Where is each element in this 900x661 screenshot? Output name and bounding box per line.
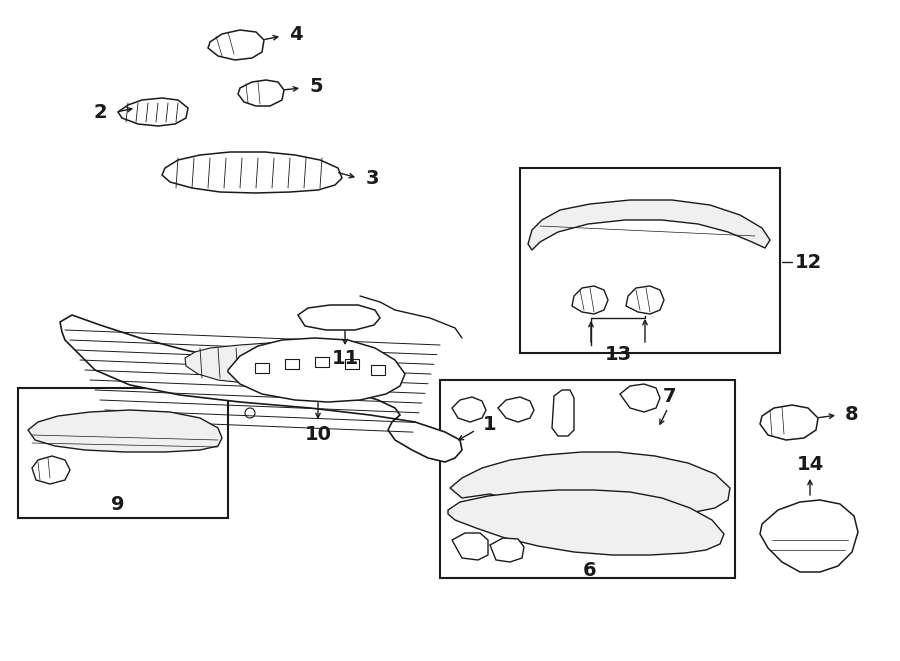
Text: 14: 14 [796, 455, 824, 473]
Text: 13: 13 [605, 346, 632, 364]
Polygon shape [552, 390, 574, 436]
Bar [255, 363, 269, 373]
Polygon shape [452, 397, 486, 422]
Text: 12: 12 [795, 253, 822, 272]
Text: 6: 6 [583, 561, 597, 580]
Polygon shape [32, 456, 70, 484]
Polygon shape [185, 342, 328, 383]
Bar [285, 359, 299, 369]
Text: 11: 11 [331, 348, 358, 368]
Bar [520, 168, 780, 353]
Text: 7: 7 [663, 387, 677, 405]
Polygon shape [760, 405, 818, 440]
Bar [315, 357, 329, 367]
Polygon shape [760, 500, 858, 572]
Text: 1: 1 [483, 416, 497, 434]
Bar [18, 388, 228, 518]
Text: 3: 3 [365, 169, 379, 188]
Text: 2: 2 [94, 102, 107, 122]
Polygon shape [60, 315, 462, 462]
Polygon shape [620, 384, 660, 412]
Polygon shape [228, 338, 405, 402]
Text: 9: 9 [112, 496, 125, 514]
Polygon shape [490, 538, 524, 562]
Polygon shape [298, 305, 380, 330]
Text: 8: 8 [845, 405, 859, 424]
Polygon shape [452, 533, 488, 560]
Polygon shape [450, 452, 730, 514]
Bar [345, 359, 359, 369]
Polygon shape [162, 152, 342, 193]
Polygon shape [528, 200, 770, 250]
Bar [371, 365, 385, 375]
Polygon shape [238, 80, 284, 106]
Text: 10: 10 [304, 424, 331, 444]
Polygon shape [118, 98, 188, 126]
Text: 4: 4 [289, 24, 302, 44]
Polygon shape [572, 286, 608, 314]
Polygon shape [28, 410, 222, 452]
Polygon shape [498, 397, 534, 422]
Polygon shape [626, 286, 664, 314]
Polygon shape [448, 490, 724, 555]
Bar [440, 380, 735, 578]
Polygon shape [208, 30, 264, 60]
Text: 5: 5 [310, 77, 323, 97]
